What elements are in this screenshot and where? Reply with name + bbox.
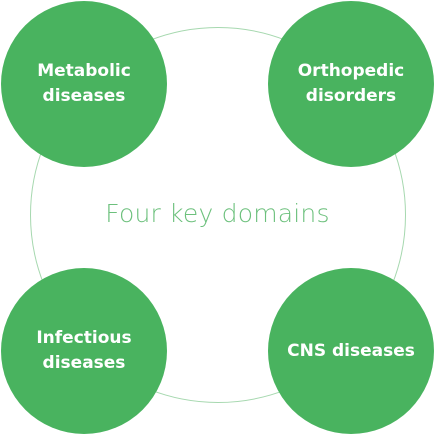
node-metabolic-diseases: Metabolic diseases xyxy=(1,1,167,167)
node-label-infectious: Infectious diseases xyxy=(36,328,132,373)
node-label-orthopedic: Orthopedic disorders xyxy=(297,61,405,106)
node-infectious-diseases: Infectious diseases xyxy=(1,268,167,434)
node-cns-diseases: CNS diseases xyxy=(268,268,434,434)
node-label-metabolic: Metabolic diseases xyxy=(37,61,131,106)
node-orthopedic-disorders: Orthopedic disorders xyxy=(268,1,434,167)
center-label: Four key domains xyxy=(105,199,330,228)
node-label-cns: CNS diseases xyxy=(287,340,415,361)
domain-ring xyxy=(30,27,406,403)
